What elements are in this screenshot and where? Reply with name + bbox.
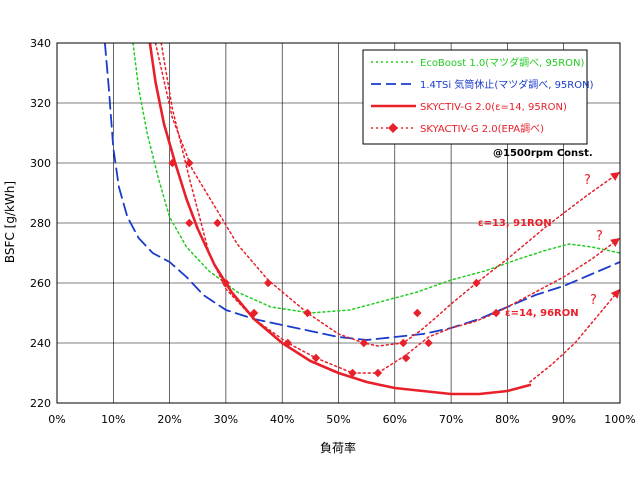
question-mark-lower: ? — [590, 293, 597, 308]
question-mark-upper: ? — [584, 173, 591, 188]
series-marker — [185, 218, 194, 228]
x-tick-label: 100% — [604, 413, 635, 426]
x-axis-title: 負荷率 — [320, 440, 356, 455]
series-marker — [373, 368, 383, 378]
y-tick-label: 220 — [30, 397, 51, 410]
x-tick-label: 10% — [101, 413, 125, 426]
arrowhead-0 — [610, 172, 620, 181]
y-tick-label: 280 — [30, 217, 51, 230]
plot-frame — [56, 42, 621, 404]
legend-label-epa: SKYACTIV-G 2.0(EPA調べ) — [420, 122, 544, 135]
series-marker — [491, 308, 501, 318]
x-tick-label: 60% — [383, 413, 407, 426]
legend-marker-epa — [388, 123, 398, 133]
x-tick-label: 0% — [48, 413, 65, 426]
x-tick-label: 80% — [495, 413, 519, 426]
x-tick-labels: 0% 10% 20% 30% 40% 50% 60% 70% 80% 90% 100% — [48, 413, 635, 426]
series-marker — [413, 308, 422, 318]
arrowhead-1 — [610, 238, 620, 247]
series-marker — [303, 308, 312, 318]
y-axis-title: BSFC [g/kWh] — [3, 181, 17, 263]
series-marker — [185, 158, 194, 168]
legend-label-skyactiv: SKYCTIV-G 2.0(ε=14, 95RON) — [420, 102, 567, 113]
series-marker — [399, 338, 408, 348]
y-tick-label: 240 — [30, 337, 51, 350]
series-line-3-0 — [154, 43, 620, 347]
series-marker — [249, 308, 259, 318]
annotation-e13: ε=13, 91RON — [478, 218, 552, 229]
x-tick-label: 40% — [270, 413, 294, 426]
x-tick-label: 20% — [157, 413, 181, 426]
x-tick-label: 50% — [326, 413, 350, 426]
series-marker — [359, 338, 369, 348]
x-tick-label: 90% — [551, 413, 575, 426]
series-marker — [472, 278, 481, 288]
x-tick-label: 70% — [439, 413, 463, 426]
series-marker — [311, 353, 321, 363]
series-marker — [348, 368, 357, 378]
series-marker — [168, 158, 177, 168]
arrowhead-2 — [610, 289, 620, 299]
series-line-0 — [132, 43, 620, 314]
x-tick-label: 30% — [214, 413, 238, 426]
annotation-e14: ε=14, 96RON — [505, 308, 579, 319]
y-tick-label: 320 — [30, 97, 51, 110]
series-marker — [213, 218, 222, 228]
annotation-rpm: @1500rpm Const. — [493, 148, 593, 159]
series-marker — [221, 278, 231, 288]
y-tick-label: 260 — [30, 277, 51, 290]
legend: EcoBoost 1.0(マツダ調べ, 95RON) 1.4TSi 気筒休止(マ… — [362, 49, 594, 145]
markers-layer — [168, 158, 620, 378]
question-mark-middle: ? — [596, 229, 603, 244]
series-marker — [283, 338, 293, 348]
y-tick-labels: 220 240 260 280 300 320 340 — [30, 37, 51, 410]
legend-box — [362, 49, 588, 145]
legend-label-tsi: 1.4TSi 気筒休止(マツダ調べ, 95RON) — [420, 78, 594, 91]
series-line-3-2 — [529, 288, 620, 383]
y-tick-label: 340 — [30, 37, 51, 50]
series-marker — [263, 278, 273, 288]
y-tick-label: 300 — [30, 157, 51, 170]
series-marker — [424, 338, 433, 348]
legend-label-ecoboost: EcoBoost 1.0(マツダ調べ, 95RON) — [420, 56, 585, 69]
series-marker — [401, 353, 411, 363]
